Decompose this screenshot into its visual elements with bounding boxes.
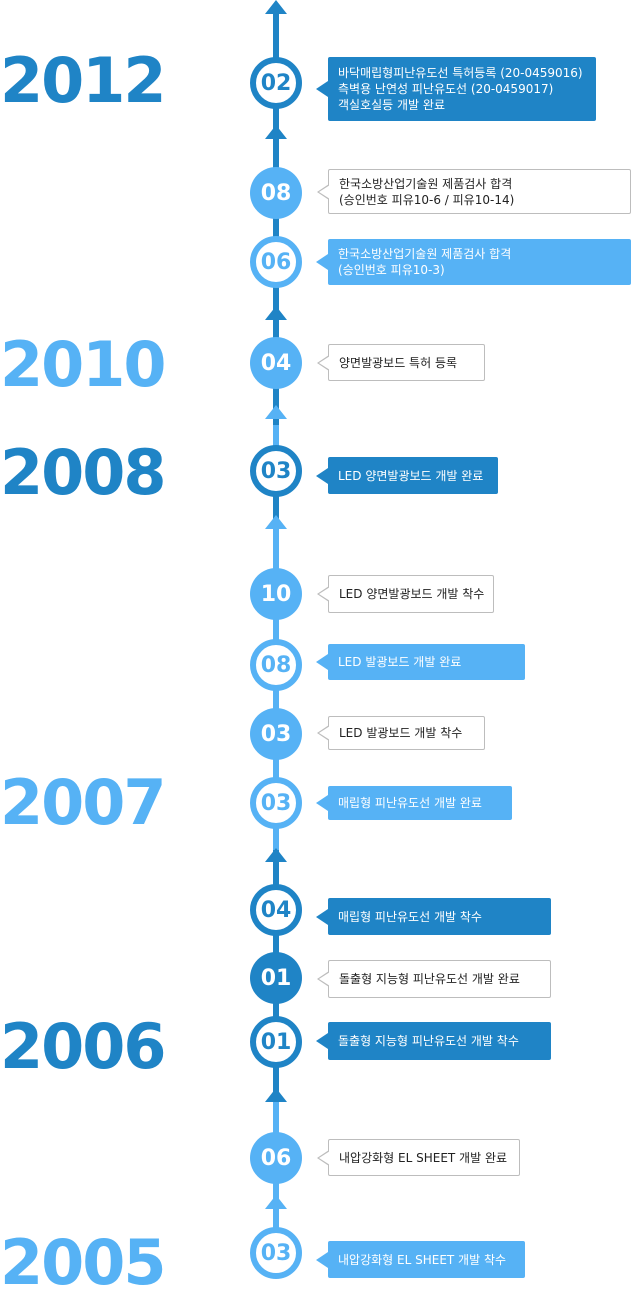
event-text: LED 발광보드 개발 완료 (338, 655, 462, 669)
event-card: 매립형 피난유도선 개발 착수 (316, 898, 551, 935)
month-node: 01 (250, 1016, 302, 1068)
event-text: LED 양면발광보드 개발 착수 (339, 587, 485, 601)
month-node: 04 (250, 337, 302, 389)
event-text: 한국소방산업기술원 제품검사 합격 (339, 176, 513, 191)
event-card: 돌출형 지능형 피난유도선 개발 완료 (317, 960, 551, 998)
arrow-up-icon (265, 306, 287, 320)
event-text: LED 양면발광보드 개발 완료 (338, 468, 484, 483)
year-label: 2007 (0, 766, 167, 839)
event-text: 객실호실등 개발 완료 (338, 98, 445, 112)
month-node: 02 (250, 57, 302, 109)
arrow-up-icon (265, 125, 287, 139)
event-card: 돌출형 지능형 피난유도선 개발 착수 (316, 1022, 551, 1060)
year-label: 2005 (0, 1226, 167, 1299)
arrow-up-icon (265, 405, 287, 419)
event-card: 내압강화형 EL SHEET 개발 완료 (317, 1139, 520, 1176)
month-node: 06 (250, 1132, 302, 1184)
month-node: 08 (250, 639, 302, 691)
event-card: LED 발광보드 개발 착수 (317, 716, 485, 750)
month-node: 03 (250, 445, 302, 497)
month-node: 01 (250, 952, 302, 1004)
event-card: LED 양면발광보드 개발 착수 (317, 575, 494, 613)
year-label: 2010 (0, 328, 167, 401)
event-card: LED 발광보드 개발 완료 (316, 644, 525, 680)
event-card: LED 양면발광보드 개발 완료 (316, 457, 498, 494)
event-text: 내압강화형 EL SHEET 개발 완료 (339, 1150, 508, 1165)
event-text: 매립형 피난유도선 개발 완료 (338, 796, 482, 810)
month-node: 03 (250, 708, 302, 760)
month-node: 03 (250, 1227, 302, 1279)
event-card: 한국소방산업기술원 제품검사 합격 (승인번호 피유10-3) (316, 239, 631, 285)
event-text: (승인번호 피유10-3) (338, 263, 445, 277)
month-node: 06 (250, 236, 302, 288)
event-card: 양면발광보드 특허 등록 (317, 344, 485, 381)
month-node: 04 (250, 884, 302, 936)
year-label: 2006 (0, 1010, 167, 1083)
event-text: 매립형 피난유도선 개발 착수 (338, 909, 482, 924)
event-card: 내압강화형 EL SHEET 개발 착수 (316, 1241, 525, 1278)
year-label: 2008 (0, 436, 167, 509)
month-node: 03 (250, 777, 302, 829)
month-node: 08 (250, 167, 302, 219)
arrow-up-icon (265, 848, 287, 862)
event-card: 바닥매립형피난유도선 특허등록 (20-0459016) 측벽용 난연성 피난유… (316, 57, 596, 121)
event-text: 양면발광보드 특허 등록 (339, 355, 458, 370)
event-text: 한국소방산업기술원 제품검사 합격 (338, 247, 512, 261)
arrow-up-icon (265, 515, 287, 529)
arrow-up-icon (265, 1088, 287, 1102)
event-text: 내압강화형 EL SHEET 개발 착수 (338, 1252, 507, 1267)
event-text: 돌출형 지능형 피난유도선 개발 완료 (339, 972, 520, 986)
month-node: 10 (250, 568, 302, 620)
event-text: LED 발광보드 개발 착수 (339, 726, 463, 740)
year-label: 2012 (0, 44, 167, 117)
arrow-up-icon (265, 0, 287, 14)
event-card: 매립형 피난유도선 개발 완료 (316, 786, 512, 820)
arrow-up-icon (265, 1195, 287, 1209)
event-text: (승인번호 피유10-6 / 피유10-14) (339, 192, 515, 207)
event-text: 바닥매립형피난유도선 특허등록 (20-0459016) (338, 66, 583, 80)
event-text: 측벽용 난연성 피난유도선 (20-0459017) (338, 82, 554, 96)
event-text: 돌출형 지능형 피난유도선 개발 착수 (338, 1034, 519, 1048)
event-card: 한국소방산업기술원 제품검사 합격 (승인번호 피유10-6 / 피유10-14… (317, 169, 631, 214)
